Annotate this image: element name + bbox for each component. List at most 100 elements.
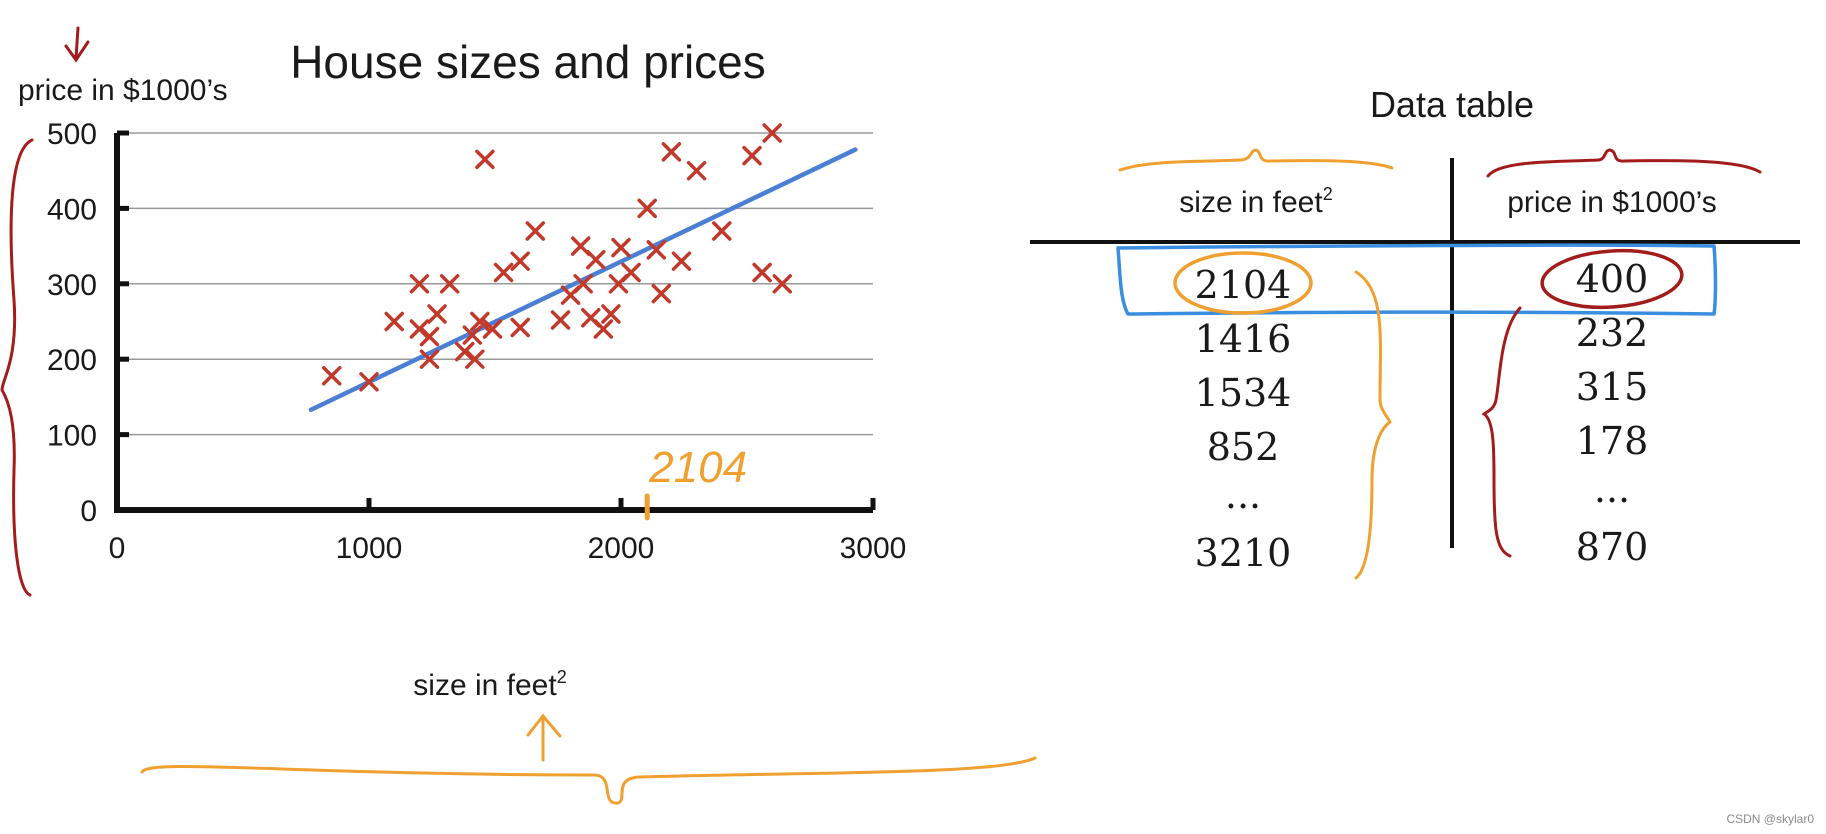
data-point bbox=[409, 274, 430, 294]
data-point bbox=[419, 326, 440, 347]
data-point bbox=[510, 317, 530, 338]
y-axis-brace-annotation bbox=[0, 138, 34, 597]
table-cell-price: ... bbox=[1594, 467, 1630, 511]
data-point bbox=[493, 262, 514, 283]
first-price-circle bbox=[1540, 248, 1684, 310]
y-tick-label: 400 bbox=[47, 193, 97, 226]
data-point bbox=[611, 237, 631, 258]
table-cell-size: ... bbox=[1225, 473, 1261, 517]
col1-header-brace bbox=[1118, 148, 1394, 172]
data-point bbox=[384, 311, 404, 332]
data-point bbox=[359, 372, 379, 392]
x-tick-label: 2000 bbox=[588, 532, 655, 565]
data-table: Data table size in feet2 price in $1000’… bbox=[1030, 84, 1800, 580]
table-cell-size: 852 bbox=[1207, 425, 1280, 469]
table-col1-header-text: size in feet bbox=[1179, 186, 1323, 219]
table-cell-price: 870 bbox=[1576, 525, 1649, 569]
data-point bbox=[419, 349, 440, 369]
col2-side-brace bbox=[1481, 306, 1522, 558]
data-point bbox=[752, 262, 772, 283]
data-point bbox=[470, 311, 490, 332]
table-col2-header: price in $1000’s bbox=[1507, 186, 1717, 219]
data-point bbox=[475, 149, 495, 170]
x-tick-labels: 0 1000 2000 3000 bbox=[109, 532, 907, 565]
table-cell-price: 315 bbox=[1576, 365, 1649, 409]
x-tick-label: 1000 bbox=[336, 532, 403, 565]
table-cell-price: 232 bbox=[1576, 311, 1649, 355]
grid-lines bbox=[117, 132, 873, 436]
y-tick-label: 200 bbox=[47, 344, 97, 377]
data-point bbox=[586, 249, 606, 270]
data-point bbox=[550, 310, 571, 330]
y-tick-label: 0 bbox=[80, 495, 97, 528]
x-axis-label-sup: 2 bbox=[557, 667, 567, 687]
table-col1-header: size in feet2 bbox=[1179, 184, 1332, 219]
data-point bbox=[601, 304, 621, 324]
table-row: 852 178 bbox=[1207, 419, 1649, 469]
data-point bbox=[510, 251, 530, 271]
data-point bbox=[593, 319, 614, 339]
table-row: 3210 870 bbox=[1195, 525, 1649, 575]
x-axis-label-text: size in feet bbox=[413, 669, 557, 702]
data-point bbox=[321, 366, 342, 386]
data-point bbox=[465, 349, 485, 369]
data-point bbox=[570, 236, 591, 256]
data-point bbox=[427, 304, 447, 324]
x-tick-label: 0 bbox=[109, 532, 126, 565]
x-value-annotation-label: 2104 bbox=[648, 443, 747, 492]
data-point bbox=[637, 198, 657, 219]
y-tick-label: 500 bbox=[47, 118, 97, 151]
y-tick-label: 100 bbox=[47, 420, 97, 453]
data-point bbox=[462, 325, 483, 345]
y-axis-label: price in $1000’s bbox=[18, 74, 228, 107]
data-point bbox=[712, 221, 732, 241]
data-point bbox=[621, 262, 641, 283]
data-point bbox=[671, 251, 692, 271]
table-row: 2104 400 bbox=[1195, 257, 1649, 307]
data-point bbox=[762, 123, 782, 143]
table-col1-header-sup: 2 bbox=[1323, 184, 1333, 204]
data-point bbox=[525, 221, 546, 241]
first-size-circle bbox=[1173, 251, 1313, 315]
scatter-plot: 0 100 200 300 400 500 0 1000 2000 3000 bbox=[47, 118, 906, 565]
x-tick-label: 3000 bbox=[840, 532, 907, 565]
table-cell-size: 2104 bbox=[1195, 263, 1292, 307]
table-row: ...... bbox=[1225, 467, 1630, 517]
first-row-highlight-box bbox=[1116, 243, 1718, 316]
table-cell-size: 3210 bbox=[1195, 531, 1292, 575]
data-point bbox=[742, 145, 762, 166]
table-cell-price: 400 bbox=[1576, 257, 1649, 301]
table-row: 1416 232 bbox=[1195, 311, 1649, 361]
table-title: Data table bbox=[1370, 84, 1534, 125]
table-row: 1534 315 bbox=[1195, 365, 1649, 415]
col1-side-brace bbox=[1354, 270, 1392, 580]
chart-title: House sizes and prices bbox=[290, 36, 766, 88]
x-axis-label: size in feet2 bbox=[413, 667, 566, 702]
data-point bbox=[661, 142, 682, 162]
data-point bbox=[646, 240, 667, 260]
data-point bbox=[573, 274, 593, 294]
data-point bbox=[651, 283, 672, 304]
data-point bbox=[482, 319, 503, 339]
regression-line bbox=[308, 147, 858, 412]
table-cell-size: 1416 bbox=[1195, 317, 1292, 361]
col2-header-brace bbox=[1486, 148, 1762, 178]
y-tick-label: 300 bbox=[47, 269, 97, 302]
y-label-arrow-annotation bbox=[64, 26, 90, 63]
plot-axes bbox=[114, 130, 876, 513]
data-points bbox=[321, 123, 793, 392]
table-cell-size: 1534 bbox=[1195, 371, 1292, 415]
data-point bbox=[439, 274, 460, 294]
data-point bbox=[409, 319, 430, 339]
table-cell-price: 178 bbox=[1576, 419, 1649, 463]
table-rows: 2104 400 1416 232 1534 315 852 178... ... 3210 870 bbox=[1195, 257, 1649, 575]
watermark: CSDN @skylar0 bbox=[1726, 812, 1814, 826]
x-label-arrow-annotation bbox=[526, 713, 562, 762]
x-axis-brace-annotation bbox=[140, 756, 1037, 805]
data-point bbox=[772, 274, 793, 294]
data-point bbox=[455, 341, 475, 362]
fit-line bbox=[308, 147, 858, 412]
data-point bbox=[686, 160, 707, 181]
y-tick-labels: 0 100 200 300 400 500 bbox=[47, 118, 97, 528]
